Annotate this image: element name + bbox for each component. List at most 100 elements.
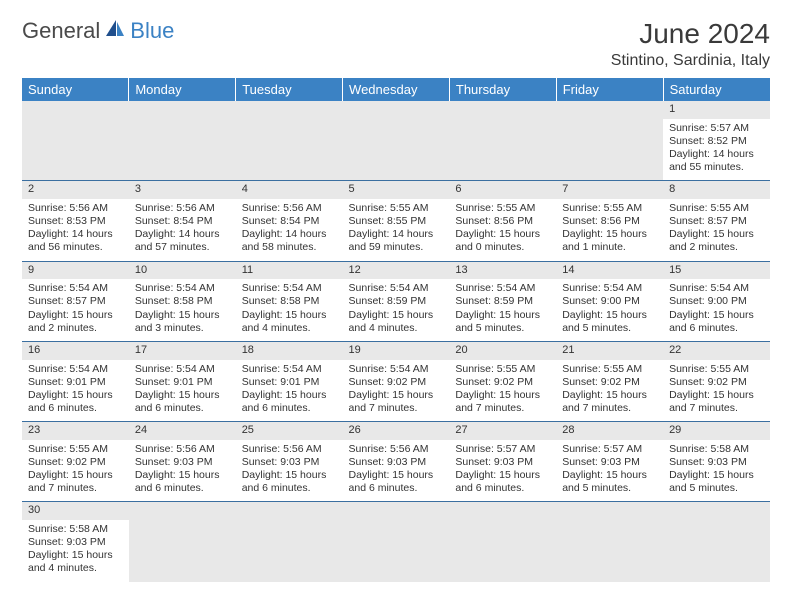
day-details: Sunrise: 5:57 AMSunset: 9:03 PMDaylight:… [562, 443, 657, 496]
day-details: Sunrise: 5:55 AMSunset: 8:57 PMDaylight:… [669, 202, 764, 255]
sunset-text: Sunset: 9:03 PM [455, 456, 550, 469]
sunset-text: Sunset: 9:02 PM [669, 376, 764, 389]
day-header: Tuesday [236, 78, 343, 101]
day-number: 23 [22, 422, 129, 440]
calendar-cell: 7Sunrise: 5:55 AMSunset: 8:56 PMDaylight… [556, 181, 663, 261]
daylight-text: Daylight: 15 hours and 3 minutes. [135, 309, 230, 335]
sunrise-text: Sunrise: 5:54 AM [562, 282, 657, 295]
day-details: Sunrise: 5:58 AMSunset: 9:03 PMDaylight:… [669, 443, 764, 496]
calendar-week-row: 23Sunrise: 5:55 AMSunset: 9:02 PMDayligh… [22, 422, 770, 502]
day-header: Monday [129, 78, 236, 101]
day-header: Sunday [22, 78, 129, 101]
sunset-text: Sunset: 9:02 PM [562, 376, 657, 389]
calendar-week-row: 2Sunrise: 5:56 AMSunset: 8:53 PMDaylight… [22, 181, 770, 261]
calendar-table: Sunday Monday Tuesday Wednesday Thursday… [22, 78, 770, 582]
daylight-text: Daylight: 15 hours and 6 minutes. [455, 469, 550, 495]
daylight-text: Daylight: 14 hours and 58 minutes. [242, 228, 337, 254]
sunset-text: Sunset: 9:00 PM [562, 295, 657, 308]
sunrise-text: Sunrise: 5:55 AM [669, 202, 764, 215]
calendar-cell [556, 101, 663, 181]
sunset-text: Sunset: 9:02 PM [28, 456, 123, 469]
day-details: Sunrise: 5:54 AMSunset: 8:57 PMDaylight:… [28, 282, 123, 335]
calendar-cell: 4 Sunrise: 5:56 AMSunset: 8:54 PMDaylight… [236, 181, 343, 261]
day-number: 18 [236, 342, 343, 360]
day-details: Sunrise: 5:56 AMSunset: 8:54 PMDaylight:… [242, 202, 337, 255]
day-number: 27 [449, 422, 556, 440]
day-details: Sunrise: 5:54 AMSunset: 9:01 PMDaylight:… [242, 363, 337, 416]
sunset-text: Sunset: 9:03 PM [135, 456, 230, 469]
sunset-text: Sunset: 9:02 PM [349, 376, 444, 389]
daylight-text: Daylight: 15 hours and 7 minutes. [28, 469, 123, 495]
day-number: 29 [663, 422, 770, 440]
day-number: 10 [129, 262, 236, 280]
sunset-text: Sunset: 9:00 PM [669, 295, 764, 308]
calendar-cell: 16 Sunrise: 5:54 AMSunset: 9:01 PMDayligh… [22, 341, 129, 421]
daylight-text: Daylight: 15 hours and 1 minute. [562, 228, 657, 254]
sunrise-text: Sunrise: 5:55 AM [669, 363, 764, 376]
day-details: Sunrise: 5:55 AMSunset: 9:02 PMDaylight:… [28, 443, 123, 496]
daylight-text: Daylight: 14 hours and 59 minutes. [349, 228, 444, 254]
sunrise-text: Sunrise: 5:55 AM [28, 443, 123, 456]
daylight-text: Daylight: 15 hours and 6 minutes. [135, 389, 230, 415]
calendar-cell: 8 Sunrise: 5:55 AMSunset: 8:57 PMDaylight… [663, 181, 770, 261]
sunset-text: Sunset: 8:55 PM [349, 215, 444, 228]
sunrise-text: Sunrise: 5:56 AM [135, 443, 230, 456]
day-number: 3 [129, 181, 236, 199]
day-details: Sunrise: 5:56 AMSunset: 8:54 PMDaylight:… [135, 202, 230, 255]
sunset-text: Sunset: 8:53 PM [28, 215, 123, 228]
sunset-text: Sunset: 8:57 PM [28, 295, 123, 308]
day-number: 16 [22, 342, 129, 360]
calendar-cell [556, 502, 663, 582]
day-details: Sunrise: 5:55 AMSunset: 8:56 PMDaylight:… [562, 202, 657, 255]
day-details: Sunrise: 5:58 AMSunset: 9:03 PMDaylight:… [28, 523, 123, 576]
day-details: Sunrise: 5:56 AMSunset: 9:03 PMDaylight:… [349, 443, 444, 496]
calendar-cell [449, 101, 556, 181]
calendar-cell: 22Sunrise: 5:55 AMSunset: 9:02 PMDayligh… [663, 341, 770, 421]
day-details: Sunrise: 5:54 AMSunset: 9:02 PMDaylight:… [349, 363, 444, 416]
day-details: Sunrise: 5:56 AMSunset: 8:53 PMDaylight:… [28, 202, 123, 255]
daylight-text: Daylight: 15 hours and 5 minutes. [669, 469, 764, 495]
daylight-text: Daylight: 15 hours and 6 minutes. [28, 389, 123, 415]
day-details: Sunrise: 5:54 AMSunset: 9:01 PMDaylight:… [28, 363, 123, 416]
day-number: 1 [663, 101, 770, 119]
daylight-text: Daylight: 15 hours and 2 minutes. [28, 309, 123, 335]
calendar-cell: 5Sunrise: 5:55 AMSunset: 8:55 PMDaylight… [343, 181, 450, 261]
calendar-cell: 10 Sunrise: 5:54 AMSunset: 8:58 PMDayligh… [129, 261, 236, 341]
sunrise-text: Sunrise: 5:54 AM [28, 282, 123, 295]
day-details: Sunrise: 5:54 AMSunset: 8:58 PMDaylight:… [135, 282, 230, 335]
sail-icon [104, 18, 126, 41]
calendar-cell: 25Sunrise: 5:56 AMSunset: 9:03 PMDayligh… [236, 422, 343, 502]
daylight-text: Daylight: 15 hours and 4 minutes. [349, 309, 444, 335]
sunrise-text: Sunrise: 5:57 AM [455, 443, 550, 456]
sunrise-text: Sunrise: 5:55 AM [455, 202, 550, 215]
sunset-text: Sunset: 9:03 PM [242, 456, 337, 469]
daylight-text: Daylight: 15 hours and 6 minutes. [135, 469, 230, 495]
day-number: 4 [236, 181, 343, 199]
day-details: Sunrise: 5:54 AMSunset: 9:00 PMDaylight:… [669, 282, 764, 335]
day-number: 20 [449, 342, 556, 360]
calendar-week-row: 30 Sunrise: 5:58 AMSunset: 9:03 PMDayligh… [22, 502, 770, 582]
day-number: 30 [22, 502, 129, 520]
day-details: Sunrise: 5:55 AMSunset: 9:02 PMDaylight:… [562, 363, 657, 416]
calendar-week-row: 1 Sunrise: 5:57 AMSunset: 8:52 PMDaylight… [22, 101, 770, 181]
calendar-cell: 17Sunrise: 5:54 AMSunset: 9:01 PMDayligh… [129, 341, 236, 421]
sunrise-text: Sunrise: 5:54 AM [349, 282, 444, 295]
calendar-cell [449, 502, 556, 582]
daylight-text: Daylight: 15 hours and 4 minutes. [28, 549, 123, 575]
sunset-text: Sunset: 9:03 PM [669, 456, 764, 469]
day-details: Sunrise: 5:54 AMSunset: 8:59 PMDaylight:… [455, 282, 550, 335]
sunrise-text: Sunrise: 5:54 AM [242, 282, 337, 295]
day-details: Sunrise: 5:54 AMSunset: 8:58 PMDaylight:… [242, 282, 337, 335]
calendar-cell: 3 Sunrise: 5:56 AMSunset: 8:54 PMDaylight… [129, 181, 236, 261]
calendar-cell [129, 101, 236, 181]
calendar-cell: 19Sunrise: 5:54 AMSunset: 9:02 PMDayligh… [343, 341, 450, 421]
daylight-text: Daylight: 15 hours and 7 minutes. [562, 389, 657, 415]
day-number: 8 [663, 181, 770, 199]
calendar-cell: 27 Sunrise: 5:57 AMSunset: 9:03 PMDayligh… [449, 422, 556, 502]
day-number: 12 [343, 262, 450, 280]
sunset-text: Sunset: 9:03 PM [562, 456, 657, 469]
daylight-text: Daylight: 15 hours and 7 minutes. [669, 389, 764, 415]
day-details: Sunrise: 5:57 AMSunset: 8:52 PMDaylight:… [669, 122, 764, 175]
daylight-text: Daylight: 15 hours and 2 minutes. [669, 228, 764, 254]
sunset-text: Sunset: 9:03 PM [349, 456, 444, 469]
